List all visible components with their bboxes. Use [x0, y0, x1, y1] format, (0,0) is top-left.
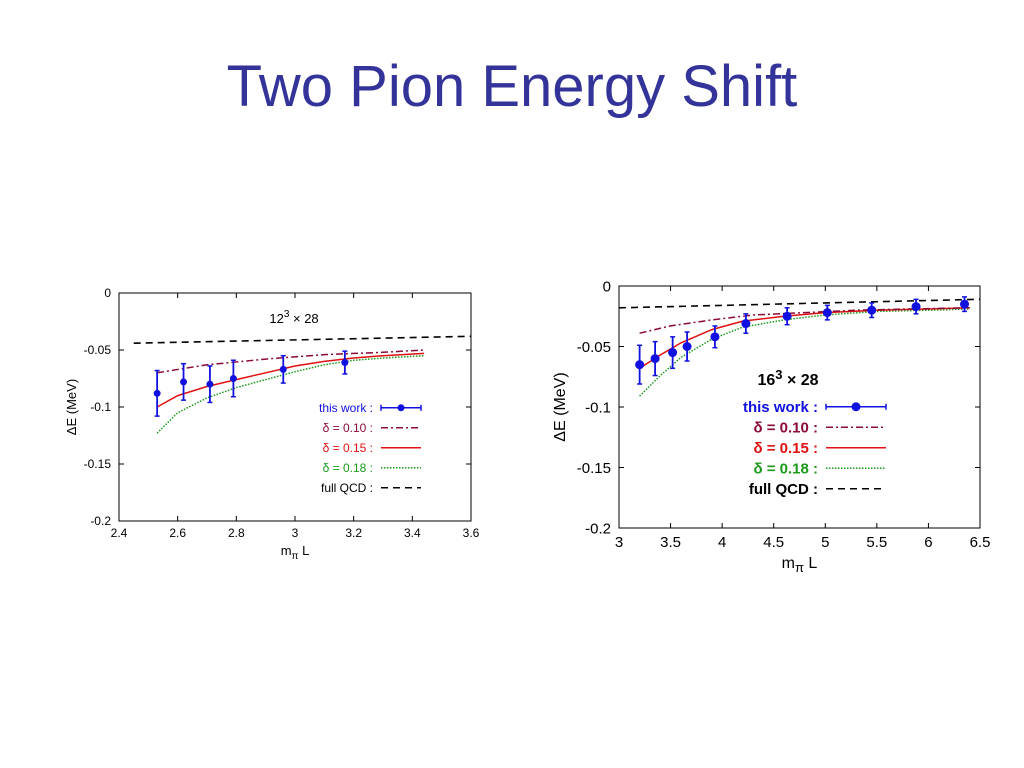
- y-tick-label: 0: [603, 278, 611, 295]
- x-tick-label: 6.5: [970, 534, 991, 551]
- data-point: [279, 365, 287, 373]
- data-point: [668, 348, 678, 358]
- y-tick-label: -0.05: [577, 339, 611, 356]
- data-point: [650, 354, 660, 364]
- series-line-delta_018: [156, 354, 425, 434]
- data-point: [867, 305, 877, 315]
- x-tick-label: 6: [924, 534, 932, 551]
- y-axis-label: ΔE (MeV): [64, 379, 79, 435]
- y-axis-label: ΔE (MeV): [552, 372, 569, 441]
- data-point: [229, 375, 237, 382]
- data-point: [180, 378, 188, 386]
- slide-title: Two Pion Energy Shift: [226, 54, 798, 119]
- x-tick-label: 4: [718, 534, 726, 551]
- x-tick-label: 5.5: [866, 534, 887, 551]
- chart-12x28: 2.4 2.6 2.8 3 3.2 3.4 3.6 0 -0.05 -0.1 -0.15 -0.2 mπ…: [64, 286, 480, 562]
- x-tick-label: 3.2: [345, 526, 362, 540]
- legend-label: δ = 0.18 :: [323, 461, 373, 475]
- legend-label: δ = 0.10 :: [753, 420, 818, 437]
- legend-swatch-marker: [851, 402, 861, 412]
- series-line-delta_010: [639, 307, 970, 334]
- legend-label: this work :: [743, 399, 818, 416]
- data-point: [911, 302, 921, 312]
- legend-label: full QCD :: [321, 481, 373, 495]
- x-tick-label: 3.6: [463, 526, 480, 540]
- x-axis-label: mπ L: [281, 543, 310, 562]
- x-tick-label: 5: [821, 534, 829, 551]
- series-line-delta_018: [639, 308, 970, 397]
- y-tick-label: -0.15: [577, 460, 611, 477]
- series-line-full_qcd: [618, 298, 981, 309]
- series-line-full_qcd: [133, 335, 472, 344]
- series-line-delta_010: [156, 349, 425, 374]
- series-line-delta_015: [156, 352, 425, 408]
- legend-label: δ = 0.18 :: [753, 461, 818, 478]
- y-tick-label: -0.05: [84, 343, 112, 357]
- y-tick-label: 0: [104, 286, 111, 300]
- data-point: [206, 380, 214, 388]
- data-point: [341, 359, 349, 367]
- legend-label: full QCD :: [749, 481, 818, 498]
- data-point: [822, 308, 832, 318]
- x-axis-label: mπ L: [782, 555, 818, 575]
- x-tick-label: 3: [292, 526, 299, 540]
- y-tick-label: -0.1: [585, 399, 611, 416]
- legend-label: δ = 0.15 :: [323, 441, 373, 455]
- legend-swatch-marker: [397, 404, 405, 412]
- x-tick-label: 2.4: [111, 526, 128, 540]
- series-line-delta_015: [639, 307, 970, 369]
- plot-frame: [118, 292, 472, 522]
- y-tick-label: -0.15: [84, 457, 112, 471]
- y-tick-label: -0.1: [90, 400, 111, 414]
- x-tick-label: 2.6: [169, 526, 186, 540]
- x-tick-label: 3: [615, 534, 623, 551]
- y-tick-label: -0.2: [585, 520, 611, 537]
- data-point: [710, 332, 720, 342]
- x-tick-label: 2.8: [228, 526, 245, 540]
- data-point: [682, 342, 692, 351]
- y-tick-label: -0.2: [90, 514, 111, 528]
- data-point: [635, 360, 645, 370]
- legend-label: this work :: [319, 401, 373, 415]
- data-point: [782, 311, 792, 321]
- chart-16x28: 3 3.5 4 4.5 5 5.5 6 6.5 0 -0.05 -0.1 -0.15 -0.2 mπ L Δ…: [552, 278, 991, 575]
- legend-label: δ = 0.10 :: [323, 421, 373, 435]
- data-point: [153, 389, 161, 397]
- x-tick-label: 3.5: [660, 534, 681, 551]
- data-point: [960, 299, 970, 309]
- legend-label: δ = 0.15 :: [753, 440, 818, 457]
- x-tick-label: 4.5: [763, 534, 784, 551]
- x-tick-label: 3.4: [404, 526, 421, 540]
- chart-title: 123 × 28: [269, 309, 318, 326]
- data-point: [741, 319, 751, 329]
- chart-title: 163 × 28: [757, 367, 818, 389]
